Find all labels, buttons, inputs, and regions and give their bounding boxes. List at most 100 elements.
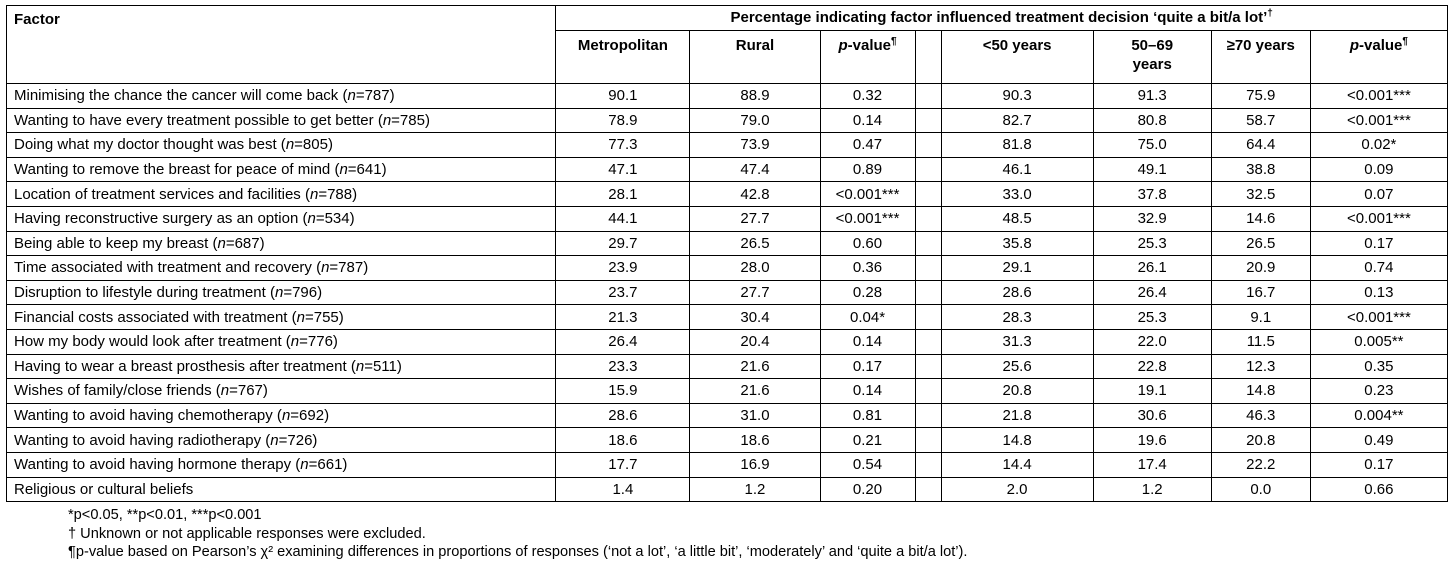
rural-value: 42.8 (689, 181, 821, 207)
table-row: Having to wear a breast prosthesis after… (5, 353, 1449, 380)
factor-n: (n=661) (291, 456, 348, 474)
under50-value: 25.6 (940, 353, 1094, 380)
pvalue-p-italic: p (1349, 37, 1360, 54)
factor-n: (n=805) (276, 136, 333, 154)
metropolitan-value: 18.6 (555, 427, 691, 453)
70plus-value: 38.8 (1210, 156, 1311, 183)
under50-value: 33.0 (940, 181, 1094, 207)
pvalue-region-value: 0.14 (819, 378, 916, 404)
col-header-spacer (914, 30, 942, 84)
factor-header-label: Factor (14, 11, 60, 28)
70plus-value: 20.9 (1210, 255, 1311, 281)
metropolitan-value: 21.3 (555, 304, 691, 330)
factor-label: Religious or cultural beliefs (14, 480, 194, 498)
metropolitan-value: 23.7 (555, 279, 691, 306)
spacer-cell (914, 353, 942, 380)
rural-value: 28.0 (689, 255, 821, 281)
factor-label: Wanting to have every treatment possible… (14, 111, 374, 129)
footnotes: *p<0.05, **p<0.01, ***p<0.001 † Unknown … (68, 506, 1454, 562)
metropolitan-header-label: Metropolitan (577, 37, 668, 54)
table-row: Wanting to avoid having chemotherapy (n=… (5, 402, 1449, 429)
pvalue-region-value: <0.001*** (819, 205, 916, 232)
pvalue-age-value: 0.49 (1309, 427, 1449, 453)
factor-cell: Financial costs associated with treatmen… (5, 304, 557, 330)
under50-value: 2.0 (940, 476, 1094, 503)
under50-value: 46.1 (940, 156, 1094, 183)
70plus-value: 58.7 (1210, 107, 1311, 134)
pvalue-age-value: <0.001*** (1309, 304, 1449, 330)
under50-value: 35.8 (940, 230, 1094, 257)
50to69-value: 1.2 (1092, 476, 1212, 503)
col-header-metropolitan: Metropolitan (555, 30, 691, 84)
50to69-value: 32.9 (1092, 205, 1212, 232)
rural-value: 26.5 (689, 230, 821, 257)
col-header-50to69: 50–69 years (1092, 30, 1212, 84)
under50-value: 81.8 (940, 132, 1094, 158)
70plus-value: 64.4 (1210, 132, 1311, 158)
factor-n: (n=726) (261, 431, 318, 449)
factor-label: Time associated with treatment and recov… (14, 259, 312, 277)
pvalue-region-value: 0.20 (819, 476, 916, 503)
50to69-value: 17.4 (1092, 451, 1212, 478)
dagger-symbol: † (1267, 8, 1273, 19)
table-row: How my body would look after treatment (… (5, 328, 1449, 355)
rural-value: 18.6 (689, 427, 821, 453)
50to69-value: 26.1 (1092, 255, 1212, 281)
pvalue-age-value: 0.74 (1309, 255, 1449, 281)
metropolitan-value: 47.1 (555, 156, 691, 183)
pvalue-age-value: 0.17 (1309, 230, 1449, 257)
pvalue-region-value: 0.17 (819, 353, 916, 380)
col-header-pvalue-age: p-value¶ (1309, 30, 1449, 84)
under50-value: 31.3 (940, 328, 1094, 355)
table-row: Wishes of family/close friends (n=767) 1… (5, 378, 1449, 404)
factor-label: Doing what my doctor thought was best (14, 136, 277, 154)
factor-cell: Doing what my doctor thought was best (n… (5, 132, 557, 158)
factor-n: (n=534) (298, 210, 355, 228)
spacer-cell (914, 378, 942, 404)
col-header-70plus: ≥70 years (1210, 30, 1311, 84)
metropolitan-value: 26.4 (555, 328, 691, 355)
table-row: Having reconstructive surgery as an opti… (5, 205, 1449, 232)
rural-value: 20.4 (689, 328, 821, 355)
factor-n: (n=785) (373, 111, 430, 129)
spacer-cell (914, 132, 942, 158)
pvalue-age-value: 0.17 (1309, 451, 1449, 478)
factor-n: (n=755) (287, 308, 344, 326)
factors-table: Factor Percentage indicating factor infl… (5, 5, 1449, 503)
70plus-header-label: ≥70 years (1226, 37, 1295, 54)
50to69-value: 37.8 (1092, 181, 1212, 207)
span-title-text: Percentage indicating factor influenced … (730, 9, 1268, 26)
rural-value: 1.2 (689, 476, 821, 503)
under50-value: 28.6 (940, 279, 1094, 306)
pvalue-age-value: 0.07 (1309, 181, 1449, 207)
rural-value: 31.0 (689, 402, 821, 429)
pvalue-age-value: 0.23 (1309, 378, 1449, 404)
footnote-pilcrow: ¶p-value based on Pearson’s χ² examining… (68, 544, 968, 561)
factor-cell: Religious or cultural beliefs (5, 476, 557, 503)
factor-n: (n=788) (300, 185, 358, 203)
footnote-significance: *p<0.05, **p<0.01, ***p<0.001 (68, 507, 262, 524)
pvalue-region-value: 0.14 (819, 107, 916, 134)
factor-cell: Wishes of family/close friends (n=767) (5, 378, 557, 404)
factor-label: Disruption to lifestyle during treatment (14, 284, 266, 302)
pvalue-region-value: 0.54 (819, 451, 916, 478)
50to69-value: 91.3 (1092, 83, 1212, 109)
factor-cell: Minimising the chance the cancer will co… (5, 83, 557, 109)
pvalue-age-value: 0.13 (1309, 279, 1449, 306)
70plus-value: 32.5 (1210, 181, 1311, 207)
spacer-cell (914, 83, 942, 109)
spacer-cell (914, 255, 942, 281)
metropolitan-value: 78.9 (555, 107, 691, 134)
50to69-value: 30.6 (1092, 402, 1212, 429)
spacer-cell (914, 205, 942, 232)
table-row: Wanting to have every treatment possible… (5, 107, 1449, 134)
factor-cell: How my body would look after treatment (… (5, 328, 557, 355)
metropolitan-value: 90.1 (555, 83, 691, 109)
table-row: Disruption to lifestyle during treatment… (5, 279, 1449, 306)
70plus-value: 14.6 (1210, 205, 1311, 232)
50to69-value: 19.6 (1092, 427, 1212, 453)
50to69-value: 49.1 (1092, 156, 1212, 183)
metropolitan-value: 44.1 (555, 205, 691, 232)
rural-value: 27.7 (689, 279, 821, 306)
factor-label: Financial costs associated with treatmen… (14, 308, 288, 326)
